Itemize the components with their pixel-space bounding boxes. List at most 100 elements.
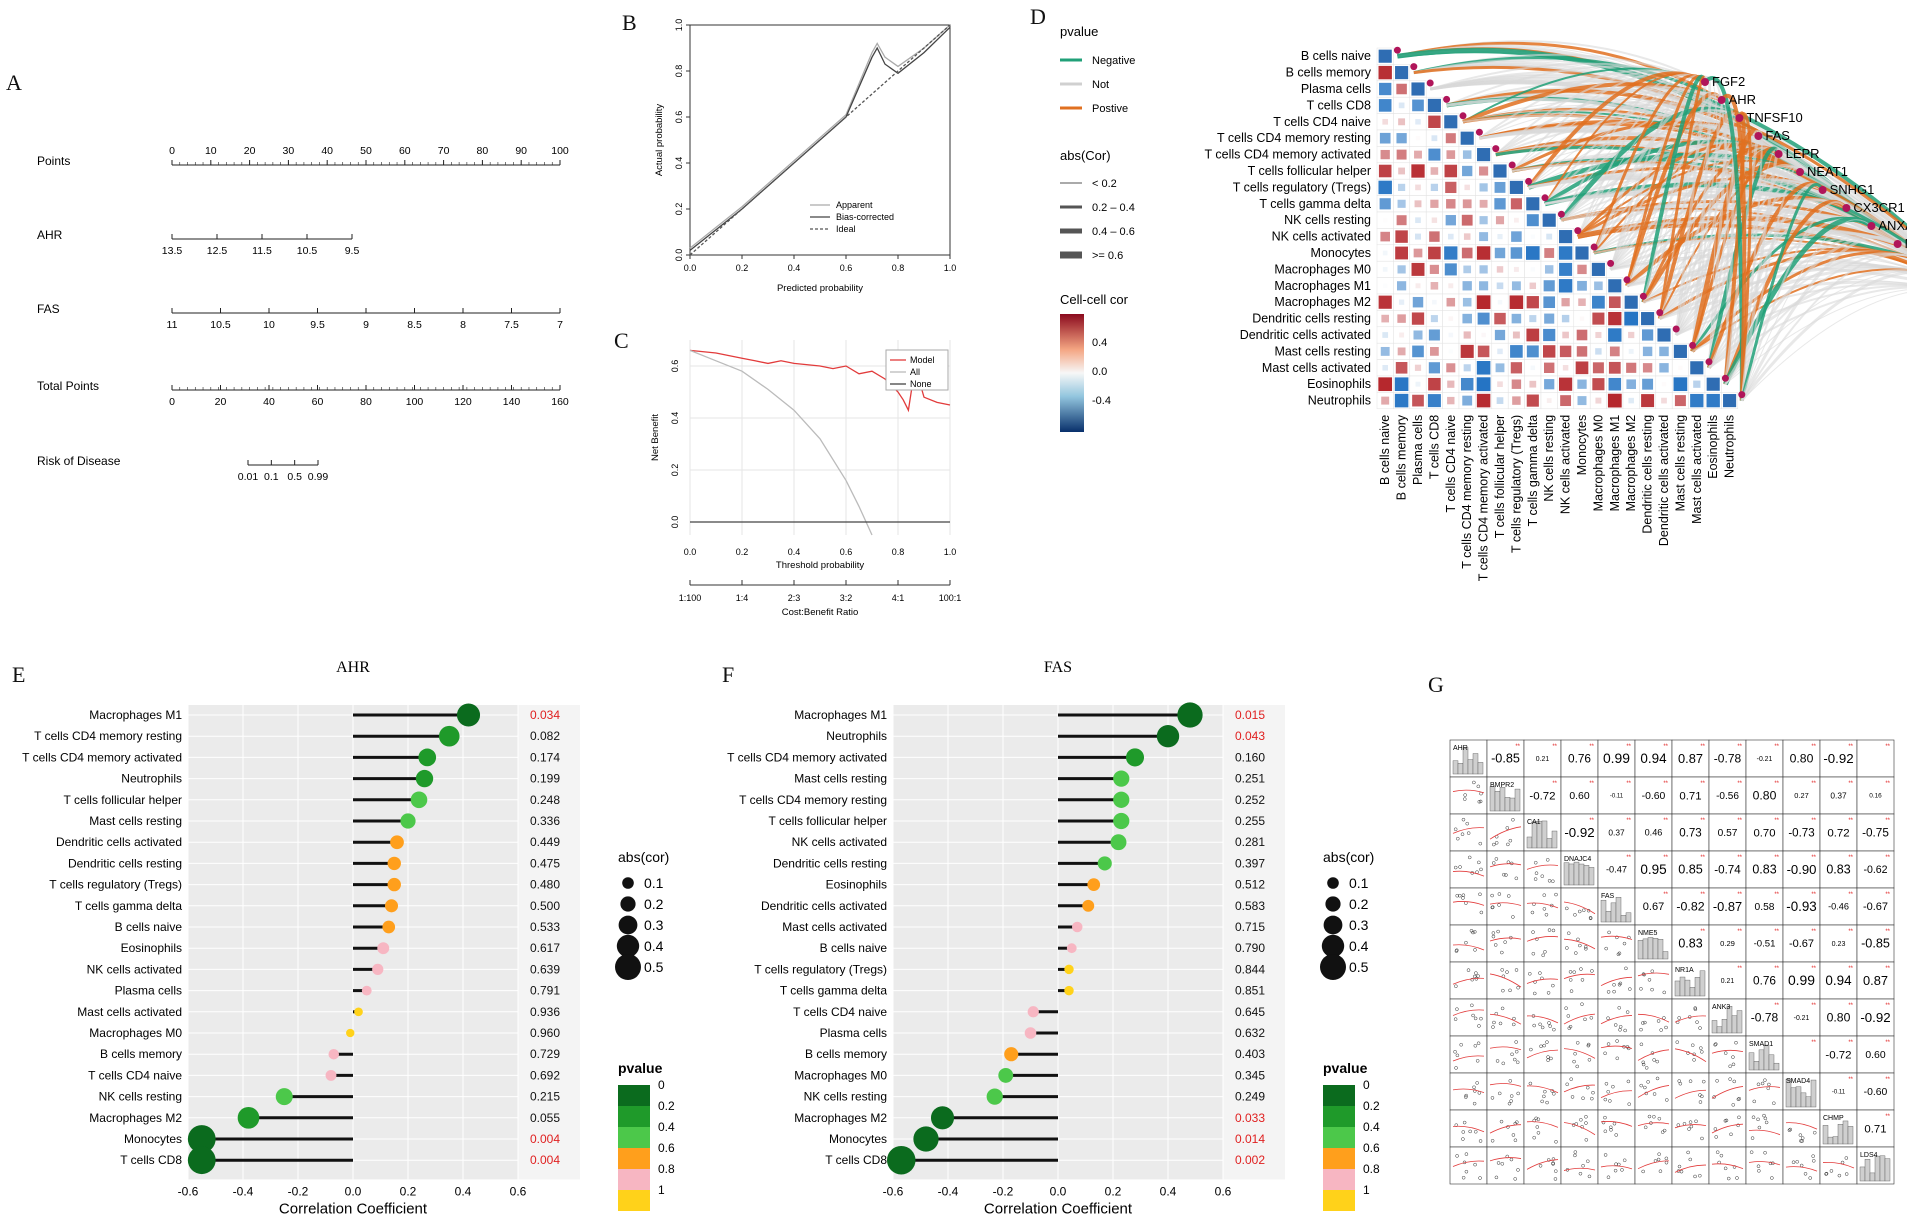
correlation-value: -0.90	[1787, 862, 1817, 877]
smooth-line	[1452, 789, 1485, 794]
matrix-square	[1511, 231, 1522, 242]
network-edge	[1725, 289, 1907, 385]
x-axis-label: Predicted probability	[777, 283, 863, 294]
histogram-bar	[1657, 939, 1664, 960]
category-label: B cells memory	[100, 1047, 182, 1061]
matrix-square	[1397, 265, 1406, 274]
matrix-square	[1461, 247, 1473, 259]
scatter-point	[1641, 1021, 1645, 1025]
matrix-square	[1378, 99, 1392, 112]
matrix-square	[1398, 167, 1406, 175]
x-tick-label: 0.0	[345, 1184, 362, 1198]
scatter-point	[1492, 842, 1496, 847]
x-tick-label: 0.4	[1160, 1184, 1177, 1198]
correlation-value: 0.99	[1603, 750, 1630, 766]
matrix-square	[1546, 233, 1553, 240]
column-label: T cells CD8	[1427, 415, 1441, 479]
scatter-point	[1464, 1093, 1468, 1098]
legend-label: Not	[1092, 79, 1109, 91]
matrix-square	[1510, 198, 1522, 210]
legend-label: All	[910, 367, 920, 377]
scatter-point	[1580, 978, 1585, 982]
pvalue-label: 0.251	[1235, 772, 1265, 786]
scatter-point	[1454, 984, 1458, 988]
matrix-square	[1560, 395, 1572, 407]
scatter-point	[1514, 968, 1519, 972]
matrix-square	[1397, 314, 1406, 323]
column-label: T cells CD4 memory resting	[1460, 415, 1474, 569]
pvalue-label: 0.055	[530, 1111, 560, 1125]
matrix-square	[1608, 296, 1621, 309]
correlation-value: 0.60	[1569, 791, 1589, 802]
scatter-point	[1508, 838, 1513, 843]
y-tick-label: 0.4	[670, 412, 680, 425]
lollipop-dot	[1004, 1047, 1019, 1062]
colorbar	[1060, 314, 1084, 432]
pairs-cell	[1819, 887, 1858, 926]
scatter-point	[1531, 951, 1536, 956]
pairs-cell	[1597, 1109, 1636, 1148]
lollipop-dot	[328, 1048, 340, 1060]
matrix-square	[1382, 118, 1389, 125]
scatter-point	[1768, 1161, 1773, 1166]
histogram-bar	[1472, 753, 1479, 775]
scatter-point	[1479, 1016, 1483, 1021]
scatter-point	[1584, 1138, 1589, 1142]
scatter-point	[1584, 947, 1588, 951]
scatter-point	[1601, 1120, 1606, 1125]
pvalue-swatch	[618, 1190, 650, 1211]
row-label: T cells CD4 naive	[1273, 115, 1371, 129]
matrix-square	[1544, 265, 1554, 274]
legend-title: pvalue	[1323, 1060, 1368, 1076]
histogram-bar	[1864, 1159, 1871, 1182]
scatter-point	[1607, 930, 1611, 935]
smooth-line	[1526, 1049, 1559, 1059]
scatter-point	[1543, 950, 1547, 954]
correlation-value: -0.82	[1676, 900, 1704, 914]
scatter-point	[1647, 978, 1652, 982]
x-tick-label: 0.0	[1050, 1184, 1067, 1198]
pairs-cell	[1819, 998, 1858, 1037]
scatter-point	[1512, 1022, 1516, 1027]
scatter-point	[1641, 1169, 1645, 1174]
gene-node	[1796, 168, 1804, 176]
category-label: Mast cells resting	[794, 772, 887, 786]
scatter-point	[1760, 1081, 1765, 1086]
scatter-point	[1466, 968, 1471, 972]
matrix-square	[1432, 299, 1437, 305]
scatter-point	[1508, 988, 1512, 993]
matrix-square	[1396, 215, 1407, 226]
pairs-cell	[1523, 739, 1562, 778]
histogram-bar	[1837, 1124, 1844, 1145]
scatter-point	[1546, 1058, 1550, 1062]
matrix-square	[1479, 183, 1488, 192]
row-label: NK cells resting	[1284, 213, 1371, 227]
pairs-cell	[1782, 1146, 1821, 1185]
lollipop-dot	[913, 1126, 939, 1152]
legend-label: 0.2 – 0.4	[1092, 202, 1135, 214]
scatter-point	[1641, 1062, 1646, 1067]
scatter-point	[1554, 1140, 1558, 1144]
network-edge	[1740, 271, 1907, 402]
column-label: Mast cells resting	[1673, 415, 1687, 512]
matrix-square	[1476, 393, 1491, 408]
category-label: Mast cells activated	[782, 920, 887, 934]
scatter-point	[1453, 1050, 1457, 1054]
scatter-point	[1686, 1150, 1690, 1155]
matrix-square	[1559, 345, 1572, 358]
scatter-point	[1501, 1061, 1506, 1066]
nomogram-row-label: Points	[37, 154, 70, 168]
scatter-point	[1461, 896, 1465, 900]
matrix-square	[1429, 231, 1440, 242]
x-tick-label: 0.6	[840, 547, 853, 557]
significance-stars: **	[1589, 744, 1594, 750]
scatter-point	[1464, 1095, 1468, 1099]
cell-node	[1525, 177, 1533, 185]
scatter-point	[1509, 1157, 1514, 1162]
significance-stars: **	[1700, 818, 1705, 824]
correlation-value: 0.57	[1718, 828, 1738, 839]
scatter-point	[1719, 1153, 1724, 1158]
matrix-square	[1378, 180, 1392, 195]
smooth-line	[1600, 1015, 1633, 1025]
category-label: Dendritic cells activated	[56, 835, 182, 849]
